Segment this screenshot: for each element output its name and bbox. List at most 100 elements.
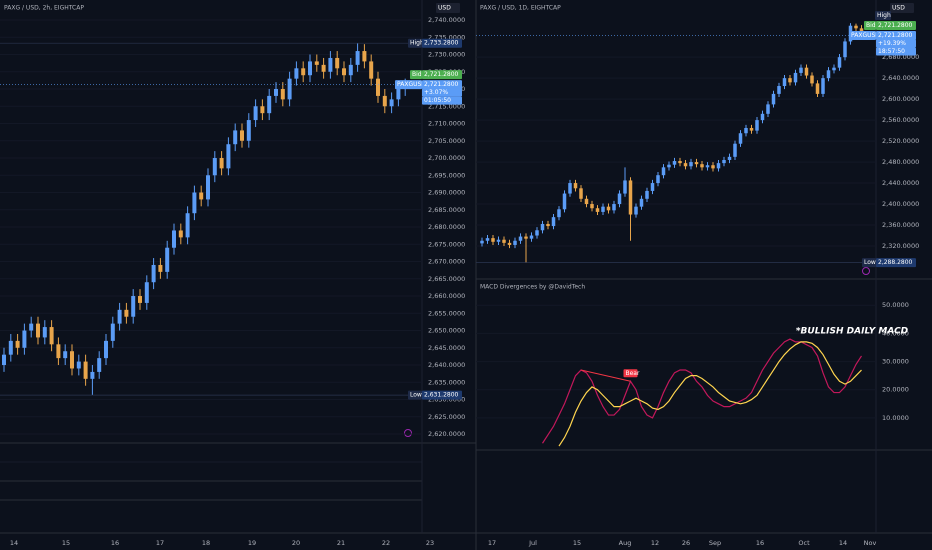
x-tick-label: 16	[111, 539, 119, 547]
candle-body	[287, 78, 292, 100]
candle-body	[738, 133, 743, 144]
bid-value-box	[422, 70, 462, 80]
candle-body	[8, 340, 13, 355]
last-value-text: 2,721.2800	[424, 81, 459, 88]
y-tick-label: 2,655.0000	[428, 309, 465, 317]
candle-body	[678, 161, 682, 164]
candle-body	[854, 25, 858, 29]
candle-body	[178, 230, 183, 238]
candle-body	[36, 323, 40, 338]
candle-body	[104, 340, 108, 359]
high-value-text: 2,733.2800	[424, 40, 459, 47]
y-tick-label: 2,360.0000	[882, 221, 919, 229]
candle-body	[573, 183, 578, 189]
candle-body	[56, 344, 61, 359]
candle-body	[639, 198, 644, 207]
x-tick-label: 18	[202, 539, 210, 547]
y-tick-label: 2,700.0000	[428, 154, 465, 162]
y-tick-label: 2,735.0000	[428, 33, 465, 41]
candle-body	[705, 165, 710, 168]
candle-body	[502, 239, 506, 243]
marker-icon[interactable]	[404, 429, 412, 437]
indicator-title: MACD Divergences by @DavidTech	[480, 284, 585, 291]
candle-body	[804, 67, 809, 76]
y-tick-label: 2,650.0000	[428, 327, 465, 335]
candle-body	[90, 371, 95, 379]
candle-body	[274, 89, 278, 96]
x-tick-label: 21	[337, 539, 345, 547]
candle-body	[733, 143, 737, 157]
y-tick-label: 2,680.0000	[882, 53, 919, 61]
symbol-box	[395, 80, 422, 90]
chart-title: PAXG / USD, 1D, EIGHTCAP	[480, 5, 561, 12]
candle-body	[694, 162, 699, 165]
x-tick-label: 14	[839, 539, 847, 547]
candle-body	[612, 204, 616, 211]
x-tick-label: 14	[10, 539, 18, 547]
candle-body	[280, 89, 285, 100]
y-tick-label: 10.0000	[882, 414, 909, 422]
currency-text: USD	[892, 5, 905, 12]
candle-body	[513, 240, 517, 245]
y-tick-label: 30.0000	[882, 358, 909, 366]
last-countdown-text: 01:05:50	[424, 97, 451, 104]
candle-body	[42, 327, 47, 338]
x-tick-label: Oct	[798, 539, 810, 547]
candle-body	[579, 188, 583, 199]
candle-body	[617, 193, 622, 205]
candle-body	[606, 206, 611, 211]
last-countdown-text: 18:57:50	[878, 48, 905, 55]
candle-body	[480, 240, 484, 244]
candle-body	[562, 193, 567, 210]
divergence-line	[580, 369, 631, 382]
candle-body	[683, 163, 688, 167]
marker-icon[interactable]	[862, 267, 870, 275]
y-tick-label: 2,560.0000	[882, 116, 919, 124]
low-label-box	[862, 258, 876, 268]
candle-body	[716, 163, 721, 169]
last-change-box	[422, 88, 462, 97]
candle-body	[491, 238, 495, 242]
candle-body	[645, 190, 649, 199]
candle-body	[760, 113, 765, 121]
candle-body	[711, 165, 715, 169]
candle-body	[185, 213, 190, 238]
x-tick-label: 19	[248, 539, 256, 547]
y-tick-label: 2,645.0000	[428, 344, 465, 352]
bid-label-text: Bid	[412, 71, 422, 78]
candle-body	[601, 206, 605, 212]
candle-body	[546, 223, 550, 227]
candle-body	[843, 41, 847, 58]
y-tick-label: 2,635.0000	[428, 378, 465, 386]
y-tick-label: 50.0000	[882, 301, 909, 309]
x-tick-label: 16	[756, 539, 764, 547]
high-label-text: High	[410, 40, 424, 47]
candle-body	[158, 264, 163, 272]
currency-box	[890, 3, 914, 13]
candle-body	[749, 127, 754, 131]
candle-body	[219, 158, 224, 169]
candle-body	[524, 236, 528, 239]
candle-body	[233, 130, 238, 145]
candle-body	[70, 351, 74, 369]
last-change-box	[876, 39, 916, 48]
candle-body	[496, 239, 501, 242]
y-tick-label: 2,640.0000	[428, 361, 465, 369]
candle-body	[766, 104, 770, 114]
x-tick-label: Nov	[864, 539, 877, 547]
y-tick-label: 40.0000	[882, 329, 909, 337]
candle-body	[628, 180, 633, 215]
candle-body	[240, 130, 244, 141]
bid-label-box	[410, 70, 422, 80]
candle-body	[362, 51, 367, 62]
candle-body	[49, 327, 54, 345]
currency-box	[436, 3, 460, 13]
candle-body	[212, 158, 217, 176]
candle-body	[246, 120, 251, 141]
y-tick-label: 2,685.0000	[428, 206, 465, 214]
candle-body	[294, 68, 299, 79]
candle-body	[727, 156, 732, 160]
candle-body	[267, 95, 272, 114]
